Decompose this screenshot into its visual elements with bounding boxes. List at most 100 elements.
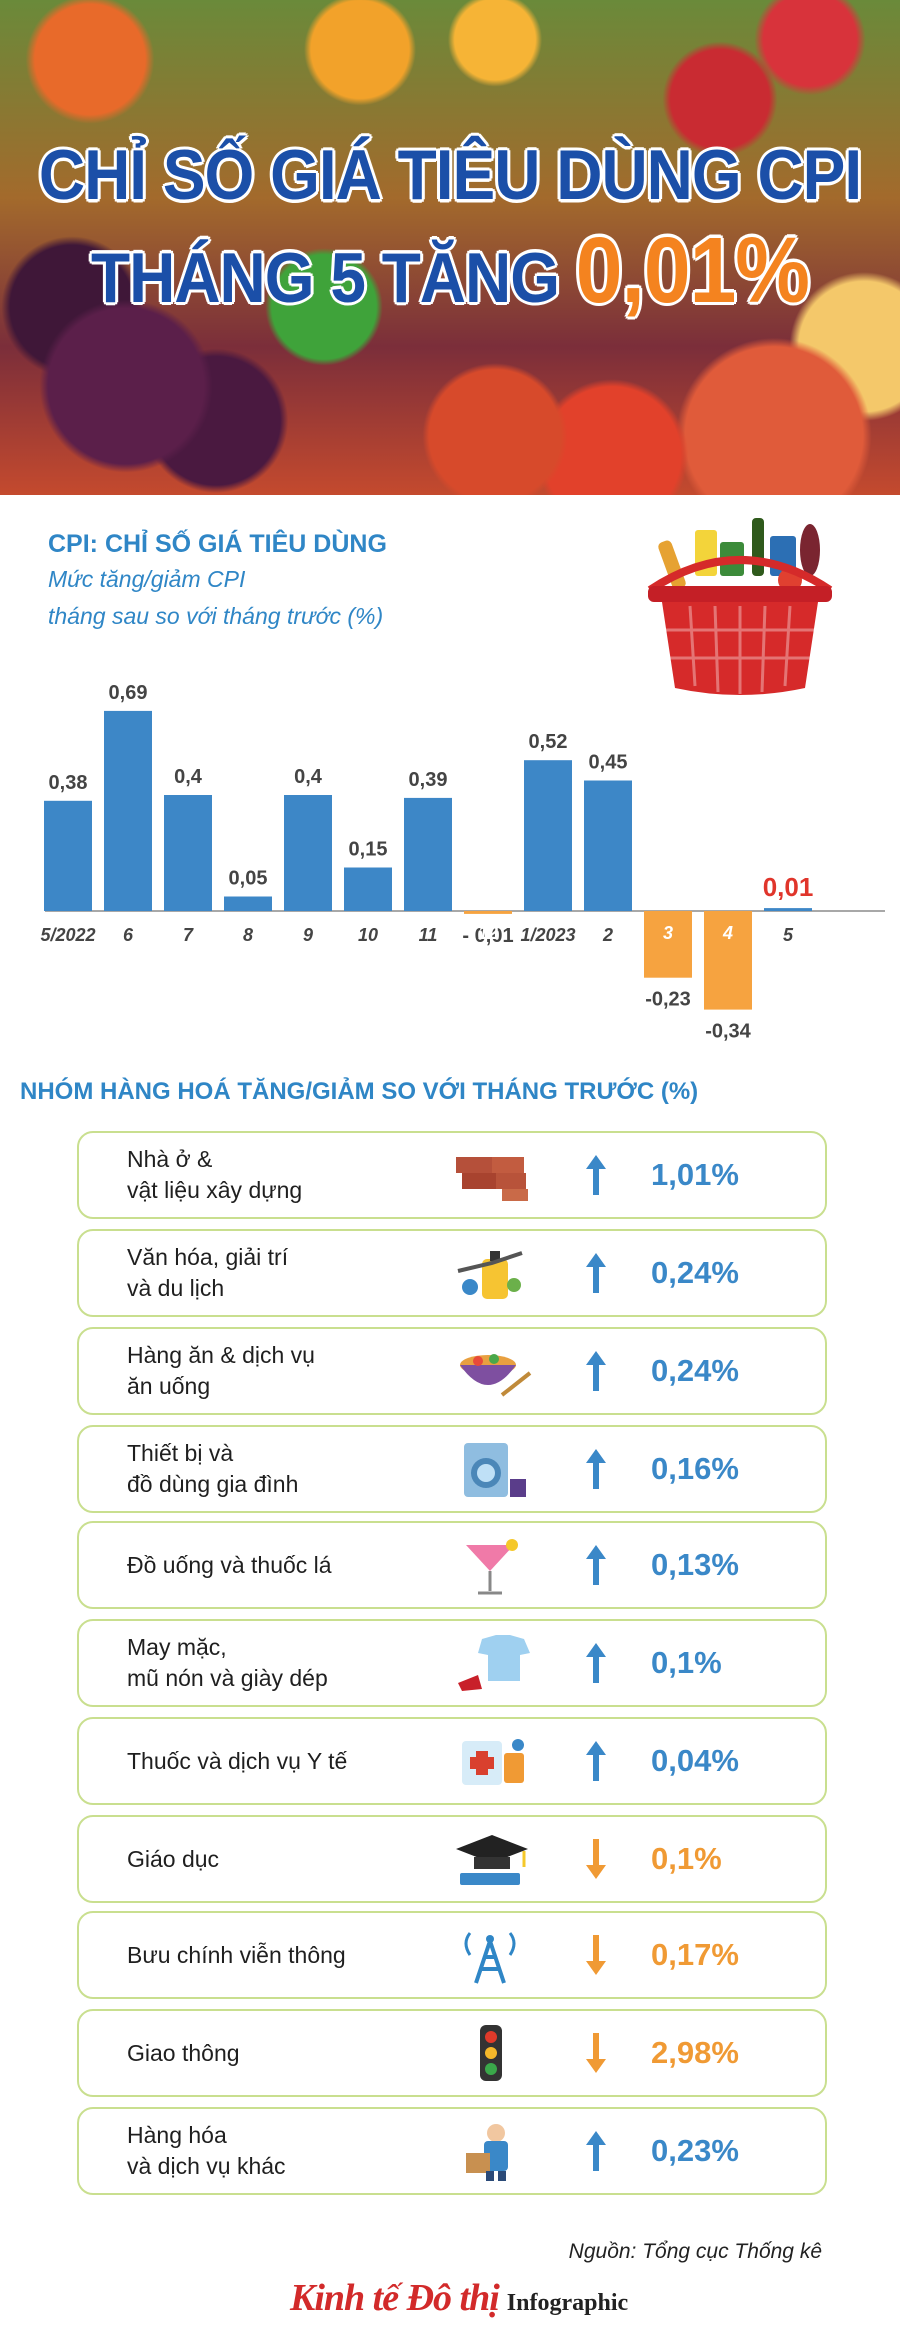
arrow-up-icon: [586, 2131, 606, 2171]
cpi-subtitle-2: tháng sau so với tháng trước (%): [48, 603, 384, 629]
clothes-icon: [458, 1635, 530, 1691]
hero-title-prefix: THÁNG 5 TĂNG: [91, 238, 560, 318]
bar-1/2023: [524, 760, 572, 911]
bar-11: [404, 797, 452, 911]
category-label: 7: [183, 925, 194, 945]
group-row: Giao thông 2,98%: [77, 2009, 827, 2097]
bar-5/2022: [44, 800, 92, 911]
bar-10: [344, 867, 392, 911]
group-label-line1: Thuốc và dịch vụ Y tế: [127, 1747, 348, 1774]
category-label: 1/2023: [520, 925, 575, 945]
food-bowl-icon: [460, 1354, 532, 1397]
bar-6: [104, 710, 152, 911]
group-value: 0,16%: [651, 1451, 739, 1486]
brand-logo: Kinh tế Đô thị: [290, 2277, 500, 2319]
group-row: Thiết bị và đồ dùng gia đình 0,16%: [77, 1425, 827, 1513]
group-label-line2: mũ nón và giày dép: [127, 1665, 328, 1691]
group-row: Hàng ăn & dịch vụ ăn uống 0,24%: [77, 1327, 827, 1415]
group-row: May mặc, mũ nón và giày dép 0,1%: [77, 1619, 827, 1707]
category-label: 5/2022: [40, 925, 95, 945]
groups-title: NHÓM HÀNG HOÁ TĂNG/GIẢM SO VỚI THÁNG TRƯ…: [20, 1078, 699, 1105]
group-value: 0,1%: [651, 1645, 722, 1680]
category-label: 2: [602, 925, 613, 945]
group-label: Đồ uống và thuốc lá: [127, 1523, 427, 1607]
group-label-line1: Đồ uống và thuốc lá: [127, 1551, 332, 1578]
bar-3: [644, 911, 692, 978]
bar-4: [704, 911, 752, 1010]
group-label: Giao thông: [127, 2011, 427, 2095]
value-label: 0,52: [529, 731, 568, 753]
delivery-icon: [466, 2124, 508, 2181]
cpi-subtitle-1: Mức tăng/giảm CPI: [48, 566, 246, 592]
antenna-icon: [464, 1932, 516, 1984]
arrow-up-icon: [586, 1643, 606, 1683]
group-label-line2: đồ dùng gia đình: [127, 1471, 299, 1497]
group-label-line2: vật liệu xây dựng: [127, 1177, 303, 1203]
arrow-down-icon: [586, 1839, 606, 1879]
group-value: 0,1%: [651, 1841, 722, 1876]
bar-7: [164, 795, 212, 911]
group-row: Hàng hóa và dịch vụ khác 0,23%: [77, 2107, 827, 2195]
group-label-line1: Giáo dục: [127, 1845, 220, 1872]
value-label: 0,69: [109, 682, 148, 704]
medicine-icon: [462, 1739, 524, 1785]
value-label: -0,23: [645, 989, 691, 1011]
group-row: Nhà ở & vật liệu xây dựng 1,01%: [77, 1131, 827, 1219]
group-label-line1: Bưu chính viễn thông: [127, 1941, 346, 1968]
cpi-header: CPI: CHỈ SỐ GIÁ TIÊU DÙNG Mức tăng/giảm …: [48, 530, 387, 633]
group-label-line1: Văn hóa, giải trí: [127, 1244, 289, 1270]
value-label: 0,01: [763, 872, 814, 902]
graduation-cap-icon: [456, 1835, 528, 1885]
group-row: Bưu chính viễn thông 0,17%: [77, 1911, 827, 1999]
group-value: 0,23%: [651, 2133, 739, 2168]
value-label: 0,4: [174, 766, 203, 788]
value-label: 0,45: [589, 752, 628, 774]
arrow-down-icon: [586, 1935, 606, 1975]
arrow-up-icon: [586, 1449, 606, 1489]
travel-icon: [457, 1251, 523, 1299]
bar-12: [464, 911, 512, 914]
group-row: Văn hóa, giải trí và du lịch 0,24%: [77, 1229, 827, 1317]
group-value: 0,17%: [651, 1937, 739, 1972]
arrow-up-icon: [586, 1253, 606, 1293]
category-label: 6: [123, 925, 134, 945]
group-label-line1: Giao thông: [127, 2039, 240, 2066]
arrow-up-icon: [586, 1545, 606, 1585]
washing-machine-icon: [464, 1443, 526, 1497]
bar-2: [584, 780, 632, 911]
category-label: 12: [478, 923, 498, 943]
group-label-line1: Hàng hóa: [127, 2122, 227, 2148]
arrow-up-icon: [586, 1155, 606, 1195]
group-label-line1: Thiết bị và: [127, 1440, 234, 1466]
category-label: 10: [358, 925, 378, 945]
group-label-line1: Nhà ở &: [127, 1146, 213, 1172]
group-label: Thuốc và dịch vụ Y tế: [127, 1719, 427, 1803]
group-label: Nhà ở & vật liệu xây dựng: [127, 1133, 427, 1217]
group-label-line2: và du lịch: [127, 1275, 225, 1301]
group-value: 1,01%: [651, 1157, 739, 1192]
category-label: 3: [663, 923, 673, 943]
group-label: Thiết bị và đồ dùng gia đình: [127, 1427, 427, 1511]
group-row: Đồ uống và thuốc lá 0,13%: [77, 1521, 827, 1609]
group-value: 0,24%: [651, 1353, 739, 1388]
brand: Kinh tế Đô thị Infographic: [290, 2276, 628, 2320]
group-label-line1: Hàng ăn & dịch vụ: [127, 1342, 315, 1368]
arrow-up-icon: [586, 1741, 606, 1781]
traffic-light-icon: [480, 2025, 502, 2081]
brand-tag: Infographic: [506, 2290, 629, 2316]
bricks-icon: [456, 1157, 528, 1201]
category-label: 11: [419, 925, 438, 945]
group-label: Văn hóa, giải trí và du lịch: [127, 1231, 427, 1315]
bar-5: [764, 908, 812, 911]
group-value: 0,04%: [651, 1743, 739, 1778]
group-value: 0,13%: [651, 1547, 739, 1582]
group-label-line2: và dịch vụ khác: [127, 2153, 286, 2179]
hero-title-line2: THÁNG 5 TĂNG 0,01%: [0, 217, 900, 324]
bar-9: [284, 795, 332, 911]
cpi-bar-chart: 0,38 5/2022 0,69 6 0,4 7 0,05 8 0,4 9 0,15 10 0,39 11…: [40, 682, 885, 1043]
group-label-line2: ăn uống: [127, 1373, 211, 1399]
group-value: 2,98%: [651, 2035, 739, 2070]
group-label-line1: May mặc,: [127, 1634, 227, 1660]
group-label: May mặc, mũ nón và giày dép: [127, 1621, 427, 1705]
group-value: 0,24%: [651, 1255, 739, 1290]
